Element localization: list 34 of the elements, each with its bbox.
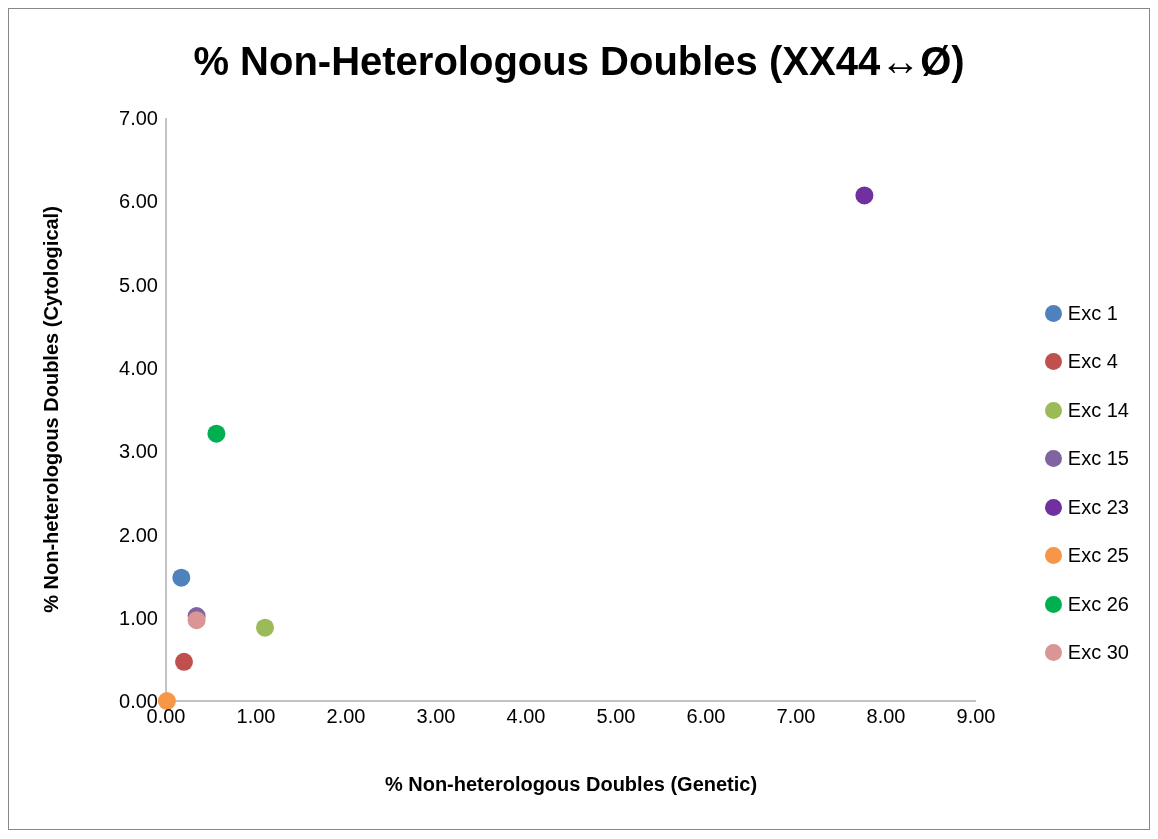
point xyxy=(175,652,193,671)
y-tick-label: 6.00 xyxy=(119,190,158,213)
x-tick-label: 4.00 xyxy=(506,705,546,728)
y-tick-label: 1.00 xyxy=(119,606,158,629)
chart-title: % Non-Heterologous Doubles (XX44↔Ø) xyxy=(192,39,966,84)
x-tick-label: 1.00 xyxy=(236,705,276,728)
point xyxy=(187,611,206,630)
x-tick-label: 3.00 xyxy=(416,705,456,728)
legend-label: Exc 1 xyxy=(1067,301,1118,325)
x-tick-label: 7.00 xyxy=(776,705,816,728)
y-tick-label: 2.00 xyxy=(119,523,158,546)
legend-label: Exc 4 xyxy=(1067,350,1118,374)
y-tick-label: 4.00 xyxy=(119,356,158,379)
x-tick-label: 9.00 xyxy=(956,705,996,728)
legend-label: Exc 23 xyxy=(1067,495,1129,519)
legend-label: Exc 25 xyxy=(1067,544,1129,568)
y-tick-label: 3.00 xyxy=(119,440,158,463)
legend-label: Exc 30 xyxy=(1067,641,1129,665)
point xyxy=(256,618,274,637)
y-tick-label: 7.00 xyxy=(119,107,158,130)
x-tick-label: 5.00 xyxy=(596,705,636,728)
legend-label: Exc 15 xyxy=(1067,447,1129,471)
x-tick-label: 8.00 xyxy=(866,705,906,728)
point xyxy=(855,186,874,205)
point xyxy=(172,568,191,587)
y-tick-label: 5.00 xyxy=(119,273,158,296)
legend-label: Exc 14 xyxy=(1067,398,1129,422)
y-axis-title: % Non-heterologous Doubles (Cytological) xyxy=(40,206,63,613)
x-axis-title: % Non-heterologous Doubles (Genetic) xyxy=(384,773,758,795)
x-tick-label: 2.00 xyxy=(326,705,366,728)
legend-label: Exc 26 xyxy=(1067,592,1129,616)
x-tick-label: 6.00 xyxy=(686,705,726,728)
point xyxy=(207,424,226,443)
point xyxy=(157,692,176,710)
